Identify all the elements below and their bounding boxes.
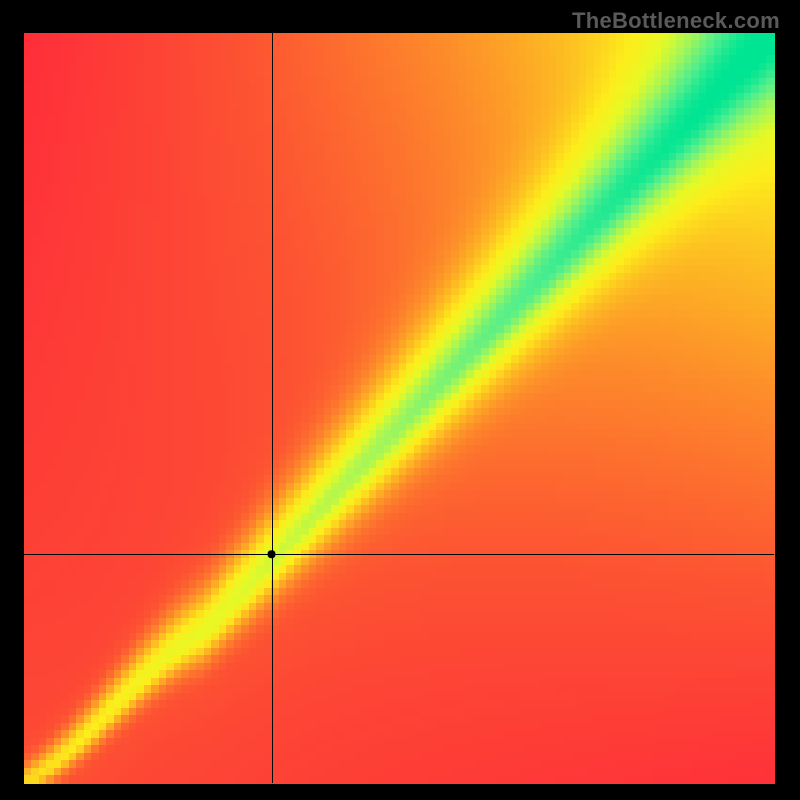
watermark-text: TheBottleneck.com xyxy=(572,8,780,34)
bottleneck-heatmap xyxy=(0,0,800,800)
chart-container: TheBottleneck.com xyxy=(0,0,800,800)
